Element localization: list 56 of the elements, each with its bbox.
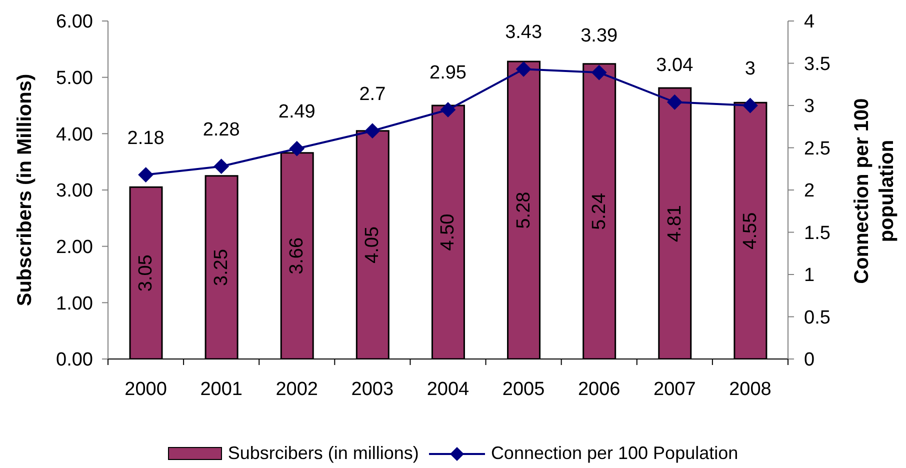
y2-tick-label: 4	[804, 12, 815, 33]
legend-label: Connection per 100 Population	[490, 443, 738, 464]
y2-tick-label: 1	[804, 265, 815, 286]
y-tick-label: 6.00	[56, 12, 93, 33]
data-label: 3.43	[505, 22, 542, 44]
data-label: 3.25	[211, 248, 232, 286]
y2-tick-label: 0	[804, 350, 815, 371]
y-tick-label: 5.00	[56, 68, 93, 90]
point	[742, 98, 758, 113]
y2-tick-label: 0.5	[804, 307, 830, 328]
point	[592, 65, 607, 80]
point	[516, 62, 532, 77]
x-tick-label: 2003	[351, 379, 394, 400]
x-tick-label: 2008	[729, 379, 772, 400]
y2-tick-label: 3	[804, 96, 815, 118]
data-label: 2.95	[430, 62, 466, 84]
y2-axis-title: Connection per 100 population	[851, 98, 898, 284]
data-label: 5.24	[588, 192, 610, 230]
x-tick-label: 2004	[426, 379, 470, 400]
y-axis-title: Subscribers (in Millions)	[14, 74, 36, 306]
legend-label: Subsrcibers (in millions)	[228, 443, 419, 464]
point	[138, 167, 154, 182]
x-tick-label: 2005	[502, 379, 545, 400]
y2-tick-label: 1.5	[804, 222, 830, 244]
data-label: 3.66	[286, 237, 308, 274]
data-label: 2.7	[359, 84, 386, 105]
x-tick-label: 2002	[276, 379, 318, 400]
y-tick-label: 4.00	[56, 124, 93, 146]
data-label: 5.28	[513, 192, 534, 229]
point	[667, 94, 682, 110]
point	[440, 102, 456, 118]
point	[289, 141, 304, 156]
y2-tick-label: 2.5	[804, 138, 830, 160]
data-label: 3.05	[136, 254, 156, 292]
y-tick-label: 3.00	[56, 180, 93, 202]
x-tick-label: 2007	[654, 379, 696, 400]
data-label: 3	[744, 58, 756, 80]
data-label: 2.28	[202, 119, 240, 140]
data-label: 3.39	[580, 26, 618, 47]
y2-tick-label: 3.5	[804, 54, 830, 75]
y-tick-label: 1.00	[56, 293, 93, 314]
y-tick-label: 2.00	[56, 237, 93, 258]
point	[214, 158, 229, 174]
x-tick-label: 2006	[578, 379, 620, 400]
data-label: 3.04	[656, 55, 694, 76]
data-label: 4.81	[664, 205, 686, 242]
data-label: 4.05	[362, 226, 384, 264]
data-label: 4.55	[740, 212, 761, 250]
data-label: 2.18	[127, 128, 164, 149]
y-tick-label: 0.00	[56, 350, 93, 371]
data-label: 4.50	[438, 214, 459, 251]
x-tick-label: 2001	[200, 379, 242, 400]
point	[364, 123, 380, 138]
y2-tick-label: 2	[804, 180, 815, 202]
data-label: 2.49	[278, 102, 316, 123]
x-tick-label: 2000	[124, 379, 167, 400]
